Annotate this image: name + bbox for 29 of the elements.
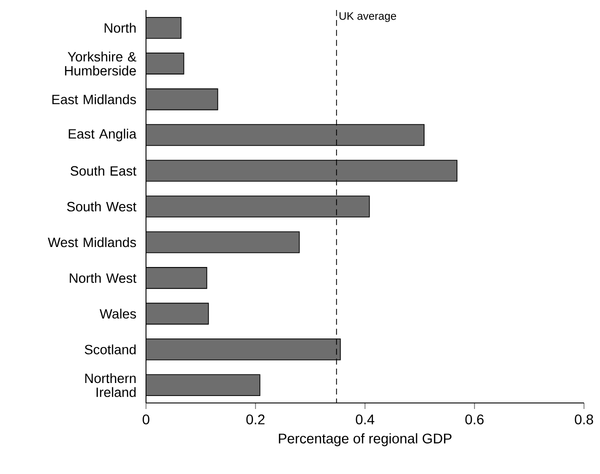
x-tick-label: 0.6 (465, 414, 484, 424)
x-tick-label: 0.8 (574, 414, 594, 424)
bar (146, 338, 341, 360)
y-tick-label: West Midlands (48, 237, 136, 248)
bar (146, 196, 370, 218)
bar (146, 52, 184, 74)
bar (146, 160, 458, 182)
bar (146, 231, 300, 254)
bar (146, 16, 182, 39)
y-tick-label: North (104, 22, 136, 33)
x-tick-label: 0 (142, 414, 150, 424)
x-tick-label: 0.2 (246, 414, 265, 424)
x-axis-title: Percentage of regional GDP (278, 433, 452, 446)
bar (146, 302, 209, 325)
bar (146, 88, 218, 110)
y-tick-label: East Midlands (52, 94, 136, 104)
bar (146, 124, 425, 146)
y-tick-label: South West (67, 202, 136, 212)
ref-line-label: UK average (340, 12, 396, 22)
bar (146, 374, 260, 396)
y-tick-label: East Anglia (68, 128, 136, 142)
y-tick-label: Yorkshire & Humberside (65, 52, 136, 76)
y-tick-label: Northern Ireland (85, 373, 136, 398)
y-tick-label: South East (70, 166, 136, 176)
x-tick-label: 0.4 (356, 414, 374, 424)
y-tick-label: North West (70, 273, 136, 283)
y-tick-label: Wales (100, 308, 136, 319)
y-tick-label: Scotland (84, 344, 136, 354)
bar (146, 267, 208, 289)
